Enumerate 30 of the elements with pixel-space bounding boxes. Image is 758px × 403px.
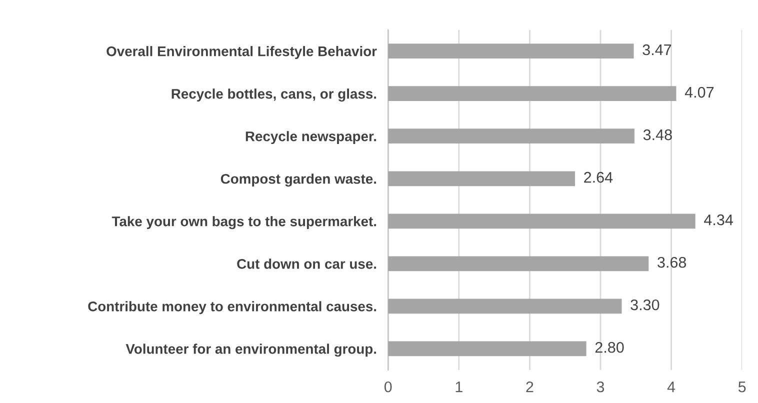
bar [388, 128, 634, 144]
x-tick-label: 0 [384, 381, 392, 392]
x-tick-label: 4 [667, 382, 676, 392]
y-tick-label: Recycle newspaper. [246, 131, 376, 144]
x-tick-label: 2 [526, 381, 534, 392]
bar [388, 298, 622, 314]
bar [388, 44, 634, 59]
y-tick-label: Cut down on car use. [237, 258, 376, 269]
data-label: 2.80 [595, 342, 624, 353]
data-label: 2.64 [584, 172, 613, 183]
bar [388, 86, 676, 102]
y-tick-label: Overall Environmental Lifestyle Behavior [106, 46, 377, 59]
x-tick-label: 1 [456, 382, 462, 392]
bar [388, 214, 696, 229]
bar [388, 341, 586, 356]
y-tick-label: Contribute money to environmental causes. [88, 301, 376, 314]
y-tick-label: Recycle bottles, cans, or glass. [172, 88, 376, 102]
y-tick-label: Compost garden waste. [220, 174, 376, 187]
y-tick-label: Volunteer for an environmental group. [126, 344, 376, 357]
data-label: 3.30 [630, 299, 660, 310]
data-label: 4.34 [704, 214, 733, 226]
bar [388, 171, 575, 186]
bar [388, 256, 649, 272]
data-label: 3.68 [658, 256, 686, 268]
data-label: 3.47 [642, 44, 672, 56]
x-tick-label: 5 [738, 382, 746, 392]
data-label: 3.48 [643, 129, 672, 140]
data-label: 4.07 [684, 86, 714, 98]
y-tick-label: Take your own bags to the supermarket. [112, 216, 376, 230]
x-tick-label: 3 [596, 381, 604, 392]
